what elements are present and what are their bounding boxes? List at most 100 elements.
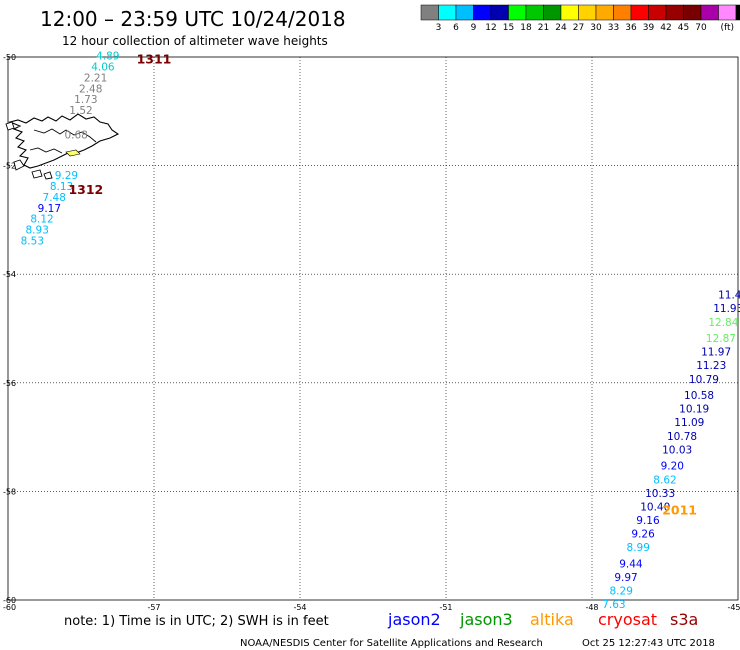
falkland-islands-coastline	[5, 113, 120, 180]
legend-swatch	[683, 4, 702, 21]
wave-height-value: 2.48	[79, 83, 102, 95]
satellite-jason3: jason3	[459, 610, 513, 629]
wave-height-value: 11.09	[674, 417, 704, 429]
wave-height-value: 10.79	[689, 374, 719, 386]
axis-ticks: -50 -52 -54 -56 -58 -60 -57 -54 -51 -48 -45 -60	[3, 53, 740, 612]
wave-height-value: 8.62	[653, 474, 676, 486]
wave-height-value: 9.97	[614, 572, 637, 584]
lon-tick-label: -54	[293, 603, 306, 612]
legend-label: 3	[436, 23, 442, 33]
graticule	[8, 57, 738, 600]
legend-label: 39	[643, 23, 655, 33]
wave-height-value: 8.99	[627, 542, 650, 554]
lon-tick-label: -51	[439, 603, 452, 612]
legend-label: 70	[695, 23, 707, 33]
satellite-legend: jason2 jason3 altika cryosat s3a	[387, 610, 698, 629]
legend-swatch	[665, 4, 684, 21]
legend-swatch	[543, 4, 562, 21]
legend-swatch	[420, 4, 439, 21]
credit-text: NOAA/NESDIS Center for Satellite Applica…	[240, 638, 543, 649]
wave-height-value: 12.84	[708, 317, 738, 329]
legend-swatch	[508, 4, 527, 21]
wave-height-value: 4.06	[91, 62, 115, 74]
altimeter-tracks: 4.894.062.212.481.731.52 0.68 1311 9.298.13…	[21, 51, 740, 611]
map-frame	[7, 56, 739, 601]
wave-height-value: 1.52	[69, 105, 92, 117]
legend-swatch	[735, 4, 740, 21]
legend-label: 21	[538, 23, 549, 33]
lon-tick-label: -60	[3, 603, 16, 612]
pass-number-label: 1311	[137, 52, 172, 67]
lon-tick-label: -57	[147, 603, 160, 612]
pass-number-label: 1312	[68, 182, 103, 197]
lat-tick-label: -50	[3, 53, 16, 62]
wave-height-value: 11.93	[713, 303, 740, 315]
wave-height-value: 8.93	[26, 224, 49, 236]
page-subtitle: 12 hour collection of altimeter wave hei…	[62, 34, 328, 48]
wave-height-value: 10.03	[662, 444, 692, 456]
wave-height-value: 2.21	[84, 72, 107, 84]
lat-tick-label: -52	[3, 162, 16, 171]
wave-height-value: 4.89	[96, 51, 119, 63]
legend-label: 45	[678, 23, 689, 33]
page-title: 12:00 – 23:59 UTC 10/24/2018	[40, 7, 346, 31]
legend-label: 30	[590, 23, 602, 33]
legend-swatch	[525, 4, 544, 21]
color-legend: 3 6 9 12 15 18 21 24 27 30 33 36 39 42 45 70 (ft)	[420, 4, 740, 33]
units-note: note: 1) Time is in UTC; 2) SWH is in fe…	[64, 614, 329, 629]
wave-height-value: 8.13	[50, 181, 73, 193]
wave-height-value: 11.23	[696, 360, 726, 372]
wave-height-value: 10.33	[645, 488, 675, 500]
wave-height-value: 9.16	[636, 515, 660, 527]
wave-height-value: 8.53	[21, 235, 44, 247]
legend-swatch	[473, 4, 492, 21]
legend-label: 12	[485, 23, 496, 33]
legend-swatch	[560, 4, 579, 21]
wave-height-value: 12.87	[706, 333, 736, 345]
legend-swatch	[455, 4, 474, 21]
legend-swatch	[578, 4, 597, 21]
wave-height-value: 8.29	[610, 586, 633, 598]
wave-height-value: 10.19	[679, 404, 709, 416]
legend-label: 42	[660, 23, 671, 33]
wave-height-value: 9.29	[55, 170, 78, 182]
wave-height-value: 7.63	[602, 599, 625, 611]
wave-height-value: 10.78	[667, 431, 697, 443]
lat-tick-label: -58	[3, 487, 16, 496]
legend-label: 15	[503, 23, 514, 33]
generated-timestamp: Oct 25 12:27:43 UTC 2018	[582, 638, 715, 649]
legend-label: 27	[573, 23, 584, 33]
lon-tick-label: -48	[585, 603, 598, 612]
wave-height-value: 9.20	[661, 461, 684, 473]
legend-label: 18	[520, 23, 532, 33]
legend-swatch	[630, 4, 649, 21]
wave-height-value: 10.58	[684, 390, 714, 402]
legend-label: 33	[608, 23, 619, 33]
legend-swatch	[490, 4, 509, 21]
wave-height-value: 7.48	[43, 192, 66, 204]
legend-label: 24	[555, 23, 567, 33]
wave-height-value: 11.97	[701, 347, 731, 359]
satellite-s3a: s3a	[670, 610, 698, 629]
satellite-altika: altika	[530, 610, 574, 629]
lat-tick-label: -56	[3, 379, 16, 388]
lat-tick-label: -60	[3, 596, 16, 605]
pass-number-label: 2011	[662, 502, 697, 517]
legend-swatch	[613, 4, 632, 21]
legend-swatch	[648, 4, 667, 21]
legend-label: 9	[471, 23, 477, 33]
wave-height-value: 9.17	[38, 203, 61, 215]
legend-unit: (ft)	[721, 23, 735, 33]
legend-swatch	[718, 4, 737, 21]
lat-tick-label: -54	[3, 270, 16, 279]
track-1312: 9.298.137.489.178.128.938.53 1312	[21, 170, 104, 247]
satellite-cryosat: cryosat	[598, 610, 657, 629]
wave-height-value: 11.49	[718, 290, 740, 302]
legend-label: 6	[453, 23, 459, 33]
wave-height-value: 8.12	[30, 214, 53, 226]
wave-height-value: 9.44	[619, 558, 643, 570]
legend-swatch	[438, 4, 457, 21]
wave-height-value: 0.68	[64, 129, 87, 141]
legend-swatch	[700, 4, 719, 21]
